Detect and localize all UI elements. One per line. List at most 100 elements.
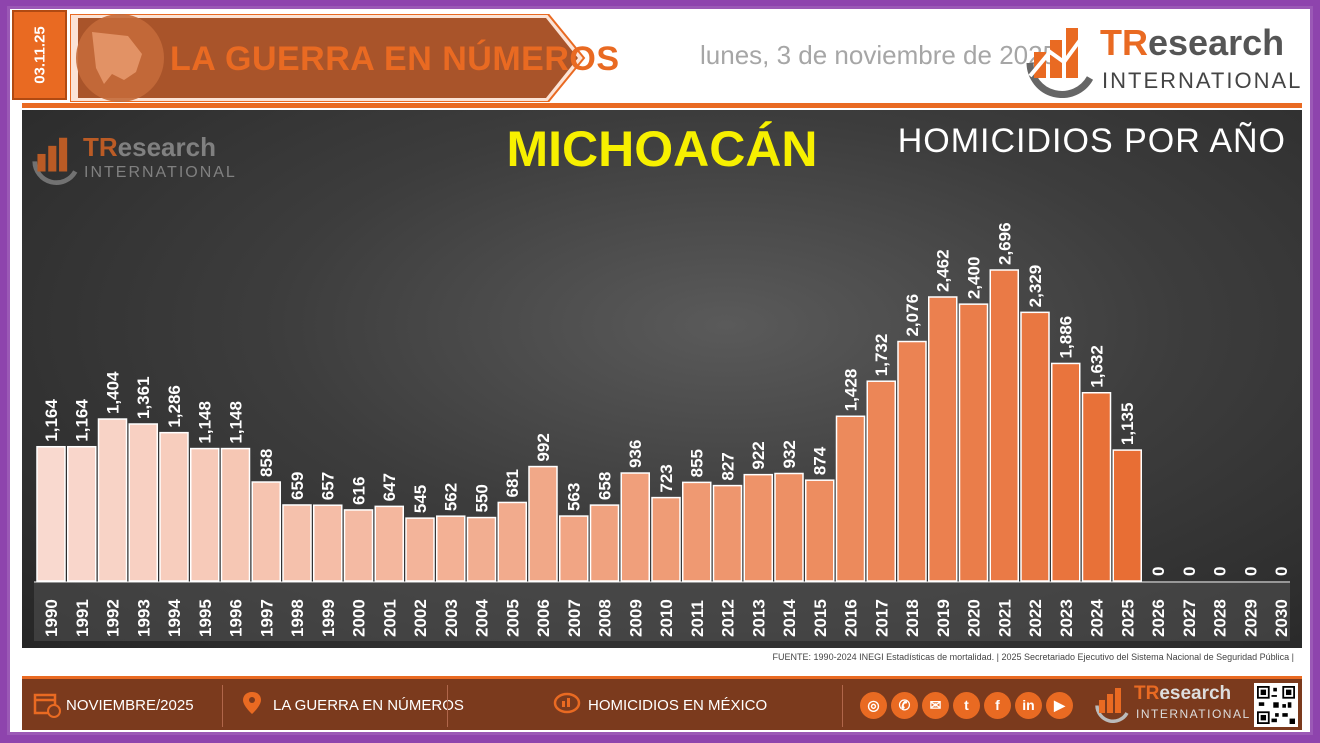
- linkedin-icon[interactable]: in: [1015, 692, 1042, 719]
- year-label-2013: 2013: [749, 599, 768, 637]
- bar-2019: [928, 296, 958, 582]
- calendar-icon: [33, 693, 61, 718]
- year-label-2003: 2003: [442, 599, 461, 637]
- year-label-2024: 2024: [1088, 599, 1107, 637]
- logo-brand: TResearch: [83, 132, 216, 162]
- value-label-2005: 681: [503, 469, 522, 497]
- value-label-1999: 657: [319, 472, 338, 500]
- value-label-2006: 992: [534, 433, 553, 461]
- value-label-1993: 1,361: [134, 376, 153, 419]
- bar-2002: [405, 517, 435, 582]
- bar-2006: [528, 465, 558, 582]
- twitter-icon[interactable]: t: [953, 692, 980, 719]
- year-label-2029: 2029: [1241, 599, 1260, 637]
- year-label-1999: 1999: [319, 599, 338, 637]
- year-label-1997: 1997: [257, 599, 276, 637]
- bar-2015: [805, 479, 835, 582]
- value-label-2022: 2,329: [1026, 265, 1045, 308]
- year-label-1994: 1994: [165, 599, 184, 637]
- value-label-2002: 545: [411, 485, 430, 513]
- bar-2009: [620, 472, 650, 582]
- globe-icon[interactable]: ◎: [860, 692, 887, 719]
- logo-sub: INTERNATIONAL: [1102, 68, 1303, 93]
- year-label-2012: 2012: [719, 599, 738, 637]
- year-label-2006: 2006: [534, 599, 553, 637]
- value-label-1994: 1,286: [165, 385, 184, 428]
- x-axis-band: [34, 583, 1290, 641]
- year-label-2023: 2023: [1057, 599, 1076, 637]
- value-label-1990: 1,164: [42, 399, 61, 442]
- footer-divider: [222, 685, 223, 727]
- logo-watermark: TResearch INTERNATIONAL: [28, 130, 235, 190]
- bar-2020: [958, 303, 989, 582]
- year-label-2019: 2019: [934, 599, 953, 637]
- footer-topic: HOMICIDIOS EN MÉXICO: [588, 697, 768, 714]
- value-label-2021: 2,696: [995, 222, 1014, 265]
- value-label-2004: 550: [473, 484, 492, 512]
- year-label-2011: 2011: [688, 600, 707, 637]
- year-label-2005: 2005: [503, 599, 522, 637]
- bar-1998: [282, 504, 312, 582]
- logo-mark-icon: [1026, 28, 1094, 98]
- qr-code-icon[interactable]: [1254, 683, 1298, 727]
- value-label-2026: 0: [1149, 567, 1168, 576]
- footer-divider: [842, 685, 843, 727]
- value-label-2001: 647: [380, 473, 399, 501]
- value-label-2029: 0: [1241, 567, 1260, 576]
- year-label-1993: 1993: [134, 599, 153, 637]
- value-label-2008: 658: [596, 472, 615, 500]
- year-label-2027: 2027: [1180, 599, 1199, 637]
- phone-icon[interactable]: ✆: [891, 692, 918, 719]
- value-label-1991: 1,164: [73, 399, 92, 442]
- value-label-2023: 1,886: [1057, 316, 1076, 359]
- value-label-2030: 0: [1272, 567, 1291, 576]
- title-banner: [70, 14, 586, 102]
- value-label-2014: 932: [780, 440, 799, 468]
- year-label-2000: 2000: [350, 599, 369, 637]
- youtube-icon[interactable]: ▶: [1046, 692, 1073, 719]
- mail-icon[interactable]: ✉: [922, 692, 949, 719]
- year-label-2008: 2008: [596, 599, 615, 637]
- year-label-2018: 2018: [903, 599, 922, 637]
- map-pin-icon: [243, 692, 261, 714]
- bar-1996: [220, 447, 251, 582]
- value-label-2013: 922: [749, 441, 768, 469]
- value-label-2009: 936: [626, 440, 645, 468]
- date-tab-label: 03.11.25: [31, 26, 48, 84]
- chart-panel: TResearch INTERNATIONAL MICHOACÁN HOMICI…: [22, 110, 1302, 648]
- value-label-2020: 2,400: [965, 257, 984, 300]
- value-label-2003: 562: [442, 483, 461, 511]
- bar-1991: [67, 445, 97, 582]
- bar-2005: [497, 501, 527, 582]
- header-divider: [22, 103, 1302, 108]
- year-label-2001: 2001: [380, 599, 399, 637]
- year-label-1992: 1992: [104, 599, 123, 637]
- bar-1993: [128, 423, 158, 582]
- logo-footer: TResearch INTERNATIONAL: [1092, 683, 1249, 729]
- value-label-1998: 659: [288, 472, 307, 500]
- bar-1990: [36, 445, 66, 582]
- bar-1992: [97, 418, 128, 582]
- bar-2013: [743, 473, 773, 582]
- bar-2025: [1112, 449, 1142, 582]
- logo-mark-icon: [1095, 688, 1129, 723]
- value-label-2016: 1,428: [842, 369, 861, 412]
- value-label-2007: 563: [565, 483, 584, 511]
- bar-2023: [1051, 362, 1081, 582]
- year-label-1998: 1998: [288, 599, 307, 637]
- value-label-2010: 723: [657, 464, 676, 492]
- year-label-2016: 2016: [842, 599, 861, 637]
- year-label-1990: 1990: [42, 599, 61, 637]
- logo-brand: TResearch: [1100, 22, 1285, 63]
- logo-mark-icon: [32, 137, 78, 186]
- year-label-2004: 2004: [473, 599, 492, 637]
- source-note: FUENTE: 1990-2024 INEGI Estadísticas de …: [772, 652, 1294, 662]
- year-label-1995: 1995: [196, 599, 215, 637]
- year-label-2030: 2030: [1272, 599, 1291, 637]
- date-tab: 03.11.25: [12, 10, 67, 100]
- bar-2010: [651, 496, 681, 582]
- bar-2001: [374, 505, 404, 582]
- footer-series: LA GUERRA EN NÚMEROS: [273, 697, 464, 714]
- bar-2011: [682, 481, 712, 582]
- facebook-icon[interactable]: f: [984, 692, 1011, 719]
